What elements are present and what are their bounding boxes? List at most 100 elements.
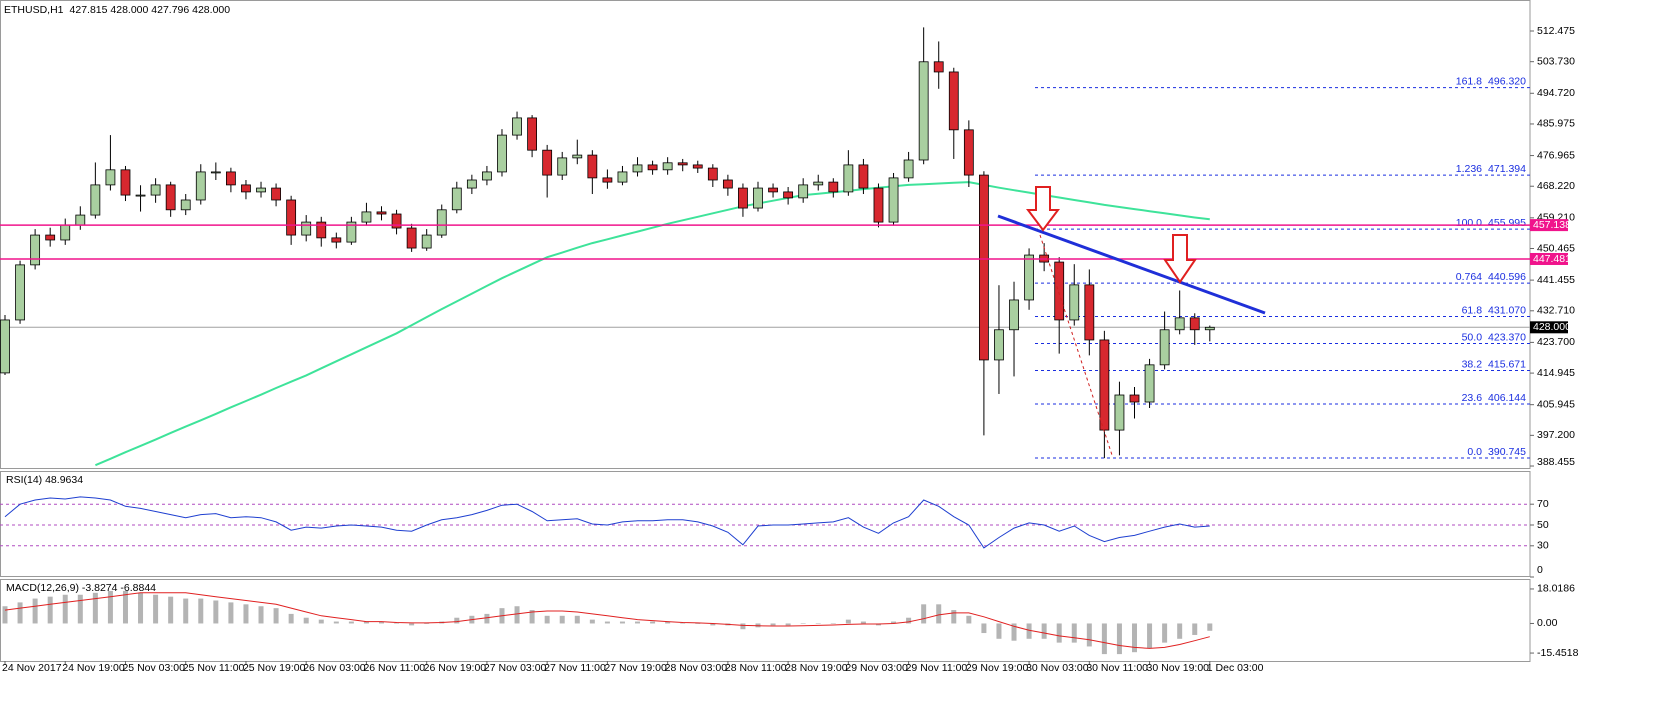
candle-body [225,171,236,186]
candle-body [813,181,824,186]
macd-bar [514,606,520,624]
macd-bar [559,615,565,624]
macd-bar [815,623,821,624]
macd-bar [529,610,535,624]
candle-body [1129,394,1140,403]
macd-bar [860,621,866,624]
x-tick-label: 25 Nov 03:00 [122,662,185,674]
macd-bar [198,598,204,624]
macd-bar [409,623,415,626]
candle-body [90,184,101,216]
macd-bar [1192,623,1198,635]
price-pane [0,0,1531,469]
x-tick-label: 1 Dec 03:00 [1207,662,1264,674]
y-tick-label: 450.465 [1537,242,1575,254]
fib-ratio: 0.0 [1467,446,1482,458]
macd-bar [484,613,490,624]
y-tick-label: -15.4518 [1537,647,1579,659]
macd-bar [243,604,249,624]
candle-body [1099,339,1110,431]
candle-body [783,191,794,199]
candle-body [0,319,10,374]
macd-bar [228,602,234,624]
macd-bar [168,596,174,624]
macd-bar [333,621,339,624]
fib-ratio: 0.764 [1456,271,1482,283]
macd-bar [574,615,580,624]
macd-bar [92,592,98,624]
y-tick-label: 423.700 [1537,336,1575,348]
macd-bar [981,623,987,634]
candle-body [45,234,56,241]
candle-body [406,227,417,249]
candle-body [587,154,598,179]
y-tick-label: 468.220 [1537,180,1575,192]
candle-body [662,162,673,171]
macd-bar [891,621,897,624]
macd-bar [996,623,1002,639]
macd-bar [665,621,671,624]
y-tick-label: 441.455 [1537,274,1575,286]
macd-bar [1177,623,1183,639]
candle-body [150,184,161,196]
candle-body [888,177,899,223]
macd-bar [1207,623,1213,631]
y-tick-label: 397.200 [1537,429,1575,441]
candle-body [1174,317,1185,331]
macd-bar [1086,623,1092,647]
x-tick-label: 29 Nov 19:00 [966,662,1029,674]
fib-ratio: 38.2 [1462,358,1483,370]
y-tick-label: 494.720 [1537,87,1575,99]
x-tick-label: 24 Nov 2017 [2,662,62,674]
candle-body [361,211,372,223]
candle-body [768,187,778,193]
x-tick-label: 24 Nov 19:00 [62,662,125,674]
macd-bar [589,619,595,624]
candle-body [994,329,1004,361]
candle-body [918,61,929,161]
x-tick-label: 25 Nov 11:00 [183,662,245,674]
candle-body [933,61,944,73]
candle-body [451,187,462,211]
candle-body [632,164,643,173]
fib-ratio: 23.6 [1462,392,1483,404]
macd-bar [62,594,68,624]
macd-bar [379,621,384,624]
macd-bar [2,606,8,624]
fib-price: 455.995 [1488,217,1526,229]
macd-bar [318,619,324,624]
candle-body [15,264,25,321]
candle-body [843,164,854,193]
macd-bar [785,623,791,626]
candle-body [738,187,748,209]
candle-body [271,187,281,201]
macd-bar [107,590,113,624]
macd-bar [1132,623,1137,653]
signal-line [4,592,1210,649]
x-tick-label: 28 Nov 19:00 [785,662,848,674]
price-tag [1530,219,1568,232]
fib-anchor-line [1039,234,1113,456]
fib-label: 100.0 455.995 [1456,217,1526,229]
current-price-label: 428.000 [1533,321,1571,333]
price-tag [1530,252,1568,265]
x-tick-label: 29 Nov 11:00 [906,662,968,674]
fib-label: 23.6 406.144 [1462,392,1527,404]
candle-body [497,134,507,173]
macd-bar [273,608,279,624]
fib-ratio: 161.8 [1456,75,1482,87]
candle-body [542,149,553,176]
macd-bar [213,600,219,624]
candle-body [722,179,733,189]
macd-bar [363,621,369,624]
macd-bar [32,598,38,624]
candle-body [512,117,522,136]
macd-bar [122,590,128,624]
fib-label: 50.0 423.370 [1462,331,1527,343]
macd-bar [17,602,23,624]
macd-bar [183,598,189,624]
y-tick-label: 503.730 [1537,55,1575,67]
fib-price: 431.070 [1488,304,1526,316]
